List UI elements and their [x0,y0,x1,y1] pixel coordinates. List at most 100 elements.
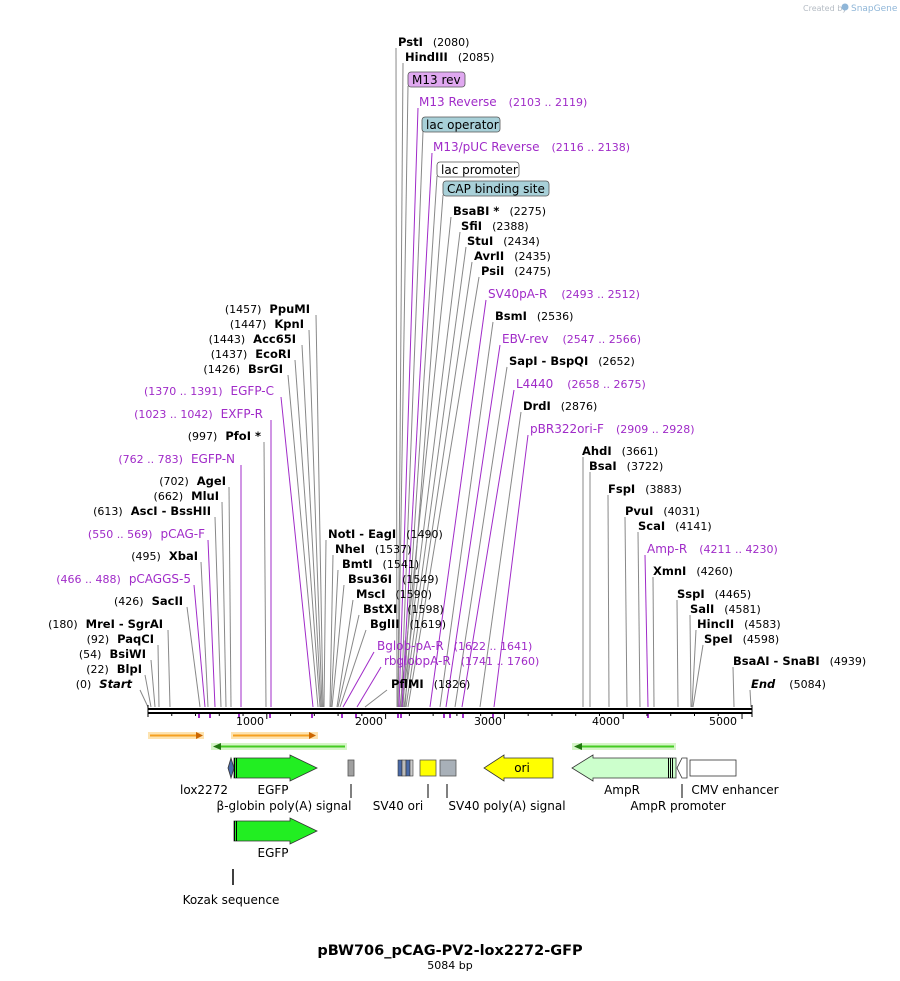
ampr-promoter-shape [676,757,688,779]
svg-text:(662)MluI: (662) MluI [154,489,219,503]
site-pos: (1426) [203,363,240,376]
svg-text:Bsu36I(1549): Bsu36I (1549) [348,572,439,586]
site-name: DrdI [523,399,551,413]
site-name: PaqCI [117,632,154,646]
site-pos: (1437) [211,348,248,361]
svg-text:BstXI(1598): BstXI (1598) [363,602,444,616]
svg-text:PsiI(2475): PsiI (2475) [481,264,551,278]
primer-name: Amp-R [647,542,687,556]
primer-name: pBR322ori-F [530,422,604,436]
site-name: SapI - BspQI [509,354,588,368]
site-pos: (4465) [715,588,752,601]
primer-name: M13 Reverse [419,95,497,109]
feature-label-sv40-ori: SV40 ori [373,799,424,813]
svg-text:Bglob-pA-R(1622 .. 1641): Bglob-pA-R (1622 .. 1641) [377,639,532,653]
svg-text:BmtI(1541): BmtI (1541) [342,557,419,571]
site-pos: (4141) [675,520,712,533]
svg-text:BglII(1619): BglII (1619) [370,617,446,631]
small-feature [397,759,403,777]
site-connectors [139,47,752,708]
egfp-arrow-2 [233,817,318,845]
site-name: MscI [356,587,385,601]
site-name: AgeI [197,474,226,488]
primer-name: pCAG-F [160,527,205,541]
site-name: AhdI [582,444,612,458]
small-feature [401,759,407,777]
svg-text:SspI(4465): SspI (4465) [677,587,751,601]
site-name: BmtI [342,557,373,571]
site-pos: (4260) [696,565,733,578]
feature-label-kozak: Kozak sequence [183,893,280,907]
site-name: BsiWI [109,647,146,661]
site-name: XbaI [169,549,198,563]
primer-pos: (2493 .. 2512) [561,288,640,301]
primer-pos: (4211 .. 4230) [699,543,778,556]
primer-name: rbglobpA-R [384,654,451,668]
svg-text:FspI(3883): FspI (3883) [608,482,682,496]
svg-text:BsaAI - SnaBI(4939): BsaAI - SnaBI (4939) [733,654,866,668]
svg-text:(997)PfoI *: (997) PfoI * [188,429,261,443]
lox2272-shape [227,756,235,780]
site-pos: (1598) [407,603,444,616]
svg-text:(1443)Acc65I: (1443) Acc65I [209,332,296,346]
svg-text:M13 Reverse(2103 .. 2119): M13 Reverse (2103 .. 2119) [419,95,587,109]
site-name: BsrGI [248,362,283,376]
svg-text:NheI(1537): NheI (1537) [335,542,411,556]
primer-name: EGFP-N [191,452,235,466]
site-pos: (1457) [225,303,262,316]
site-name: AvrII [474,249,504,263]
feature-label-egfp-2: EGFP [257,846,288,860]
site-pos: (426) [114,595,144,608]
svg-text:PstI(2080): PstI (2080) [398,35,469,49]
tick-label: 4000 [592,715,620,728]
primer-pos: (1622 .. 1641) [454,640,533,653]
tick-label: 3000 [474,715,502,728]
feature-label-sv40-polya: SV40 poly(A) signal [448,799,565,813]
badge-m13-rev [407,71,466,88]
svg-text:ScaI(4141): ScaI (4141) [638,519,712,533]
ampr-arrow [571,754,677,782]
map-subtitle: 5084 bp [427,959,472,972]
svg-text:(426)SacII: (426) SacII [114,594,183,608]
site-pos: (2435) [514,250,551,263]
site-pos: (3883) [645,483,682,496]
svg-text:PvuI(4031): PvuI (4031) [625,504,700,518]
svg-text:(613)AscI - BssHII: (613) AscI - BssHII [93,504,211,518]
tick-label: 2000 [355,715,383,728]
svg-text:MscI(1590): MscI (1590) [356,587,432,601]
site-pos: (1443) [209,333,246,346]
svg-text:HindIII(2085): HindIII (2085) [405,50,494,64]
site-pos: (2434) [503,235,540,248]
primer-name: EGFP-C [231,384,274,398]
cmv-enhancer-box [689,759,737,777]
primer-name: pCAGGS-5 [129,572,191,586]
site-name: BsaI [589,459,617,473]
site-pos: (5084) [789,678,826,691]
left-site-labels: (1457) PpuMI (1447) KpnI (1443) Acc65I (143… [48,302,310,691]
small-feature [409,759,414,777]
site-name: FspI [608,482,635,496]
svg-text:SfiI(2388): SfiI (2388) [461,219,529,233]
ruler-minor-ticks [171,713,743,719]
site-name: SpeI [704,632,733,646]
svg-text:BsmI(2536): BsmI (2536) [495,309,573,323]
left-primer-labels: (1370 .. 1391) EGFP-C (1023 .. 1042) EXFP-… [56,384,274,586]
site-name: HindIII [405,50,448,64]
site-name: BsaAI - SnaBI [733,654,820,668]
site-pos: (4939) [830,655,867,668]
svg-text:(762 .. 783)EGFP-N: (762 .. 783) EGFP-N [118,452,235,466]
ruler-labels: 1000 2000 3000 4000 5000 [236,715,737,728]
egfp-hatch-2 [234,821,238,841]
primer-name: Bglob-pA-R [377,639,444,653]
site-pos: (662) [154,490,184,503]
site-pos: (92) [87,633,110,646]
svg-text:StuI(2434): StuI (2434) [467,234,540,248]
tick-label: 1000 [236,715,264,728]
site-name: HincII [697,617,734,631]
svg-text:AhdI(3661): AhdI (3661) [582,444,658,458]
svg-text:SalI(4581): SalI (4581) [690,602,761,616]
site-pos: (54) [79,648,102,661]
orf-arrow-icon [574,743,582,750]
svg-text:(0)Start: (0) Start [76,677,133,691]
